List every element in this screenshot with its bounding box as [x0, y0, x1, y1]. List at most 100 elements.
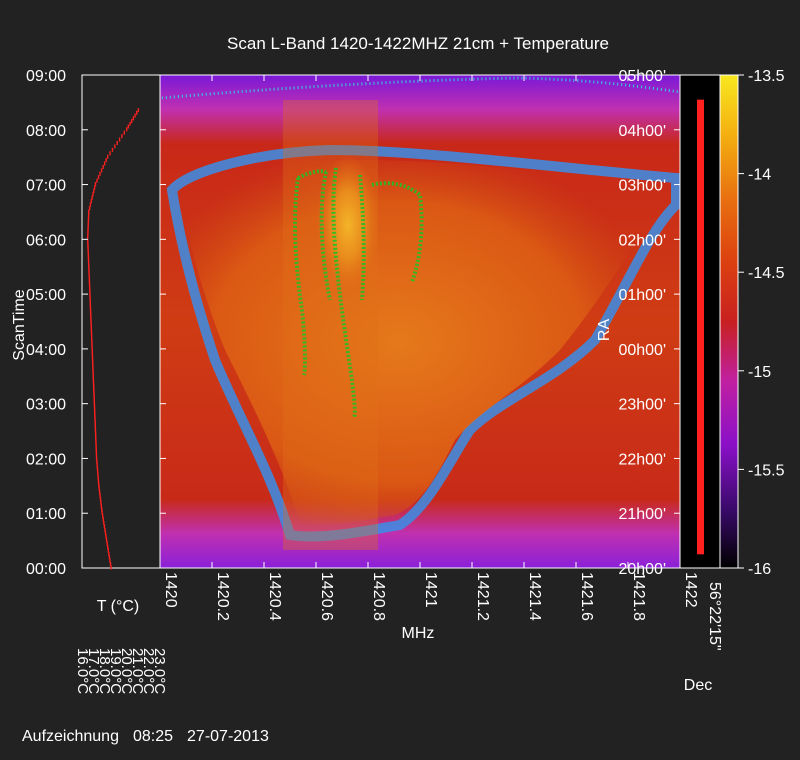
temperature-scale-label: 23.0°C	[151, 648, 168, 694]
time-tick-label: 08:00	[26, 123, 66, 140]
temperature-point	[93, 397, 95, 402]
temperature-point	[94, 418, 96, 423]
temperature-point	[96, 178, 98, 183]
temperature-point	[90, 319, 92, 323]
temperature-point	[88, 209, 90, 214]
time-tick-label: 01:00	[26, 506, 66, 523]
temperature-point	[91, 336, 93, 341]
temperature-point	[105, 158, 107, 163]
temperature-point	[99, 171, 101, 176]
ra-axis: 20h00' 21h00' 22h00' 23h00' 00h00' 01h00' 02h0…	[618, 68, 680, 578]
x-tick-label: 1422	[682, 572, 699, 608]
temperature-point	[109, 562, 112, 567]
temperature-scale-label: 20.0°C	[118, 648, 135, 694]
colorbar-tick-label: -13.5	[748, 68, 785, 85]
temperature-scale-label: 22.0°C	[140, 648, 157, 694]
contour-blue	[166, 144, 680, 542]
declination-tick: 56°22'15"	[706, 582, 723, 651]
temperature-scale-label: 17.0°C	[85, 648, 102, 694]
temperature-point	[87, 229, 89, 234]
temperature-point	[106, 541, 108, 546]
ra-tick-label: 03h00'	[618, 178, 666, 195]
ra-tick-label: 21h00'	[618, 506, 666, 523]
ra-tick-label: 23h00'	[618, 397, 666, 414]
temperature-point	[96, 462, 98, 467]
time-axis: 00:00 01:00 02:00 03:00 04:00 05:00 06:00 07:00…	[26, 68, 166, 578]
temperature-point	[97, 469, 99, 474]
temperature-point	[95, 445, 97, 450]
temperature-point	[88, 206, 91, 211]
temperature-point	[102, 164, 104, 169]
x-tick-label: 1421.2	[474, 572, 491, 621]
temperature-point	[87, 223, 89, 228]
time-tick-label: 09:00	[26, 68, 66, 85]
temperature-point	[88, 274, 90, 279]
temperature-label: T (°C)	[97, 598, 140, 615]
temperature-point	[111, 147, 114, 152]
time-tick-label: 04:00	[26, 342, 66, 359]
temperature-point	[93, 394, 95, 399]
temperature-point	[94, 428, 97, 433]
temperature-point	[89, 301, 92, 306]
contour-green	[293, 167, 424, 419]
temperature-series	[86, 108, 140, 570]
x-tick-label: 1420.4	[266, 572, 283, 621]
temperature-point	[94, 182, 97, 187]
temperature-panel	[81, 74, 161, 569]
temperature-point	[88, 284, 91, 289]
temperature-point	[89, 308, 92, 313]
ra-tick-label: 20h00'	[618, 561, 666, 578]
ra-tick-label: 00h00'	[618, 342, 666, 359]
temperature-point	[95, 449, 98, 454]
temperature-point	[87, 260, 90, 265]
temperature-point	[107, 154, 109, 159]
temperature-point	[130, 119, 133, 124]
temperature-point	[89, 291, 91, 296]
x-axis-label: MHz	[402, 625, 435, 642]
ra-axis-label: RA	[596, 319, 613, 342]
temperature-point	[102, 514, 104, 519]
temperature-point	[87, 253, 90, 258]
temperature-point	[89, 298, 91, 303]
temperature-point	[95, 435, 97, 440]
colorbar	[719, 74, 739, 569]
temperature-point	[87, 247, 89, 252]
ra-tick-label: 22h00'	[618, 451, 666, 468]
temperature-point	[95, 442, 97, 447]
temperature-point	[92, 366, 94, 371]
temperature-point	[89, 202, 92, 207]
temperature-point	[94, 425, 97, 430]
ra-tick-label: 01h00'	[618, 287, 666, 304]
temperature-point	[94, 431, 97, 436]
colorbar-axis: -13.5 -14 -14.5 -15 -15.5 -16	[738, 68, 785, 578]
temperature-point	[91, 346, 93, 351]
temperature-point	[105, 538, 108, 543]
temperature-point	[93, 404, 96, 409]
recording-caption: Aufzeichnung 08:25 27-07-2013	[22, 728, 283, 746]
temperature-point	[87, 240, 89, 245]
temperature-point	[102, 517, 104, 522]
temperature-point	[93, 401, 96, 406]
temperature-point	[103, 520, 105, 525]
temperature-point	[103, 161, 106, 166]
time-tick-label: 02:00	[26, 451, 66, 468]
temperature-point	[107, 544, 109, 549]
temperature-point	[93, 408, 96, 413]
temperature-point	[87, 250, 89, 255]
temperature-point	[88, 281, 91, 286]
temperature-point	[99, 497, 102, 502]
temperature-point	[93, 185, 96, 190]
colorbar-tick-label: -16	[748, 561, 771, 578]
colorbar-tick-label: -14	[748, 167, 771, 184]
time-tick-label: 05:00	[26, 287, 66, 304]
temperature-point	[97, 476, 99, 481]
temperature-point	[101, 507, 103, 512]
temperature-point	[90, 325, 92, 330]
x-tick-label: 1421.4	[526, 572, 543, 621]
temperature-scale-label: 16.0°C	[74, 648, 91, 694]
temperature-scale-label: 18.0°C	[96, 648, 113, 694]
temperature-point	[100, 168, 103, 173]
heatmap	[160, 75, 680, 568]
temperature-point	[103, 524, 106, 529]
